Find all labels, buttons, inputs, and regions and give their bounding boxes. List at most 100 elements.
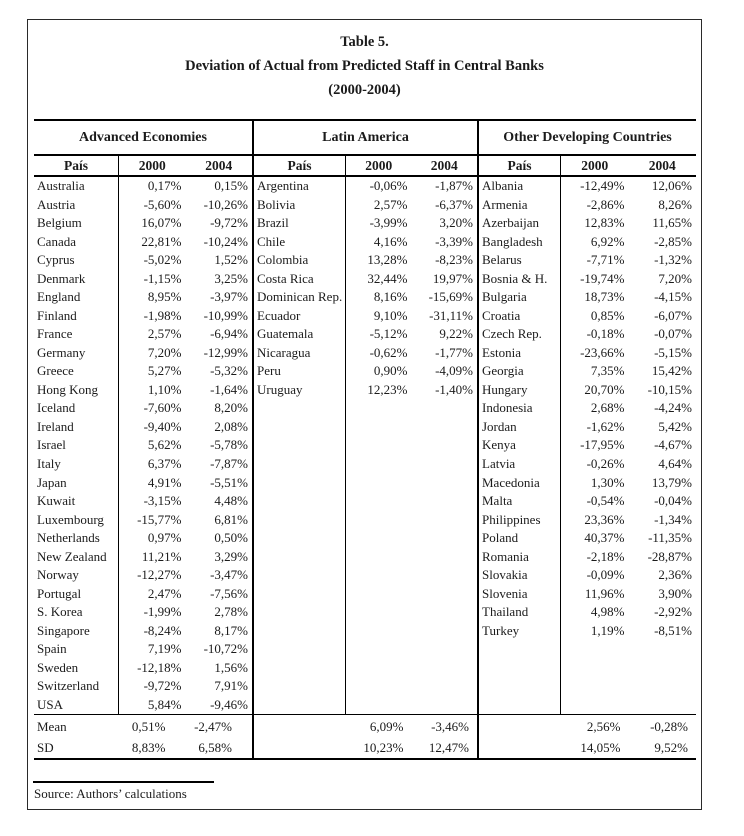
country-name: Armenia [482,196,528,212]
table-row: Macedonia 1,30% 13,79% [479,473,696,492]
table-row: Bosnia & H. -19,74% 7,20% [479,270,696,289]
country-name: Belarus [482,252,522,268]
country-name: Brazil [257,215,289,231]
table-row: Dominican Rep. 8,16% -15,69% [254,288,477,307]
table-row: Philippines 23,36% -1,34% [479,510,696,529]
table-row: Ireland -9,40% 2,08% [34,418,252,437]
year-2000-column-header: 2000 [138,157,166,173]
table-row: New Zealand 11,21% 3,29% [34,547,252,566]
table-row: Chile 4,16% -3,39% [254,233,477,252]
country-name: Latvia [482,455,516,471]
table-row: Singapore -8,24% 8,17% [34,621,252,640]
table-row: Colombia 13,28% -8,23% [254,251,477,270]
value-2000: 32,44% [367,270,408,286]
value-2000: -19,74% [580,270,625,286]
value-2004: 3,29% [214,548,248,564]
value-2004: -11,35% [648,530,692,546]
value-2000: 2,68% [590,400,625,416]
value-2000: -9,72% [143,678,182,694]
table-row: Slovenia 11,96% 3,90% [479,584,696,603]
table-row: Sweden -12,18% 1,56% [34,658,252,677]
value-2004: -9,46% [210,696,248,712]
value-2004: -15,69% [428,289,473,305]
country-name: New Zealand [37,548,107,564]
table-row: Belgium 16,07% -9,72% [34,214,252,233]
value-2000: -5,60% [143,196,182,212]
value-2000: 2,47% [147,585,182,601]
section-title: Other Developing Countries [477,121,696,156]
value-2004: 1,52% [214,252,248,268]
table-row: Armenia -2,86% 8,26% [479,196,696,215]
value-2004: -0,07% [654,326,692,342]
value-2000: -2,18% [586,548,625,564]
table-row: Romania -2,18% -28,87% [479,547,696,566]
value-2000: -15,77% [137,511,182,527]
value-2004: 19,97% [432,270,473,286]
value-2004: -10,26% [203,196,248,212]
value-2004: -3,47% [210,567,248,583]
value-2000: 9,10% [373,307,408,323]
value-2004: 4,48% [214,493,248,509]
value-2004: -0,04% [654,493,692,509]
value-2000: 40,37% [584,530,625,546]
mean-2000: 6,09% [369,719,404,734]
table-row: Estonia -23,66% -5,15% [479,344,696,363]
country-name: Dominican Rep. [257,289,343,305]
value-2004: 2,08% [214,418,248,434]
country-name: Chile [257,233,286,249]
value-2004: 8,17% [214,622,248,638]
value-2004: 5,42% [658,418,692,434]
value-2000: 18,73% [584,289,625,305]
value-2000: 7,20% [147,344,182,360]
page-border: Table 5. Deviation of Actual from Predic… [27,19,702,810]
value-2004: -4,24% [654,400,692,416]
value-2004: -7,87% [210,455,248,471]
table-row: Brazil -3,99% 3,20% [254,214,477,233]
table-row: Kuwait -3,15% 4,48% [34,492,252,511]
value-2004: -6,94% [210,326,248,342]
year-2004-column-header: 2004 [648,157,676,173]
table-row: Israel 5,62% -5,78% [34,436,252,455]
table-row: Italy 6,37% -7,87% [34,455,252,474]
value-2004: 7,91% [214,678,248,694]
table-row: Malta -0,54% -0,04% [479,492,696,511]
value-2000: -3,99% [369,215,408,231]
country-name: Argentina [257,178,309,194]
section-sd: SD 8,83% 6,58% [34,737,252,758]
value-2004: 0,50% [214,530,248,546]
value-2004: -1,40% [435,381,473,397]
country-name: Greece [37,363,74,379]
country-name: Colombia [257,252,309,268]
country-name: Turkey [482,622,520,638]
table-row: Jordan -1,62% 5,42% [479,418,696,437]
table-row: Denmark -1,15% 3,25% [34,270,252,289]
country-name: Kuwait [37,493,76,509]
table-row: Latvia -0,26% 4,64% [479,455,696,474]
country-name: Guatemala [257,326,314,342]
value-2004: -28,87% [647,548,692,564]
country-name: Hong Kong [37,381,99,397]
value-2004: -31,11% [429,307,473,323]
country-name: Hungary [482,381,528,397]
value-2000: -0,09% [586,567,625,583]
mean-2000: 0,51% [131,719,166,734]
country-name: Indonesia [482,400,533,416]
value-2000: 1,10% [147,381,182,397]
table-row: Slovakia -0,09% 2,36% [479,566,696,585]
table-row: Ecuador 9,10% -31,11% [254,307,477,326]
table-row: Portugal 2,47% -7,56% [34,584,252,603]
sd-2004: 12,47% [428,739,469,755]
value-2004: -12,99% [203,344,248,360]
country-name: Albania [482,178,524,194]
value-2004: -10,24% [203,233,248,249]
section-title: Advanced Economies [34,121,252,156]
value-2000: -17,95% [580,437,625,453]
value-2000: 4,98% [590,604,625,620]
table-row: Iceland -7,60% 8,20% [34,399,252,418]
section-sd: 14,05% 9,52% [477,737,696,758]
value-2004: -5,32% [210,363,248,379]
country-name: Bulgaria [482,289,527,305]
country-name: Peru [257,363,281,379]
value-2000: 0,17% [147,178,182,194]
table-row: Turkey 1,19% -8,51% [479,621,696,640]
